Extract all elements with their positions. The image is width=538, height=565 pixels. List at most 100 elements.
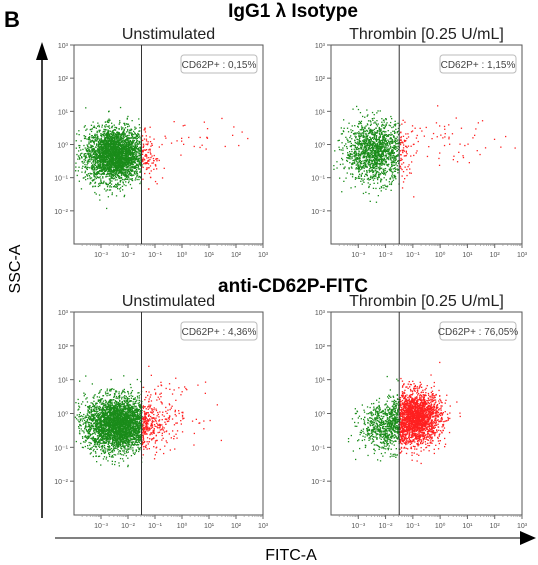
data-point	[108, 154, 110, 157]
data-point	[386, 164, 388, 166]
data-point	[137, 163, 139, 166]
data-point	[93, 164, 96, 166]
data-point	[426, 155, 429, 158]
data-point	[109, 162, 111, 164]
data-point	[365, 156, 368, 158]
data-point	[104, 140, 106, 142]
data-point	[388, 152, 390, 154]
data-point	[404, 155, 407, 157]
data-point	[88, 159, 90, 161]
data-point	[459, 143, 461, 145]
data-point	[455, 117, 457, 119]
data-point	[355, 132, 357, 134]
data-point	[130, 162, 132, 164]
data-point	[102, 164, 104, 166]
data-point	[91, 148, 93, 150]
data-point	[94, 172, 96, 174]
data-point	[138, 160, 140, 162]
data-point	[395, 159, 397, 161]
data-point	[361, 144, 363, 146]
data-point	[101, 140, 104, 142]
data-point	[150, 170, 152, 172]
data-point	[368, 169, 370, 171]
data-point	[122, 158, 125, 160]
data-point	[136, 176, 138, 178]
data-point	[347, 153, 349, 156]
data-point	[119, 181, 121, 183]
data-point	[369, 200, 371, 202]
data-point	[136, 151, 138, 154]
data-point	[127, 149, 130, 151]
data-point	[113, 141, 115, 143]
data-point	[103, 163, 105, 165]
data-point	[126, 172, 128, 174]
data-point	[383, 142, 385, 145]
data-point	[109, 134, 111, 136]
data-point	[93, 176, 96, 178]
data-point	[383, 134, 385, 136]
data-point	[370, 138, 372, 140]
data-point	[369, 161, 371, 164]
data-point	[116, 164, 118, 166]
data-point	[337, 140, 339, 142]
data-point	[361, 127, 363, 129]
data-point	[83, 126, 85, 128]
data-point	[391, 155, 393, 157]
data-point	[368, 156, 371, 158]
data-point	[107, 162, 109, 164]
data-point	[156, 183, 158, 185]
data-point	[135, 146, 138, 148]
data-point	[90, 167, 93, 170]
data-point	[112, 177, 114, 179]
data-point	[111, 142, 113, 145]
data-point	[379, 133, 381, 135]
data-point	[99, 148, 101, 150]
data-point	[348, 156, 350, 158]
data-point	[121, 144, 123, 146]
data-point	[130, 142, 132, 144]
data-point	[114, 142, 116, 144]
data-point	[373, 143, 375, 145]
data-point	[102, 160, 104, 162]
data-point	[127, 130, 129, 132]
data-point	[372, 177, 374, 179]
data-point	[113, 146, 115, 148]
data-point	[115, 141, 117, 143]
gate-label-box	[180, 54, 258, 74]
data-point	[83, 161, 86, 163]
data-point	[350, 166, 353, 168]
data-point	[385, 188, 387, 190]
data-point	[374, 166, 377, 168]
data-point	[366, 123, 369, 125]
data-point	[82, 162, 84, 164]
data-point	[85, 107, 87, 109]
data-point	[118, 141, 120, 144]
data-point	[390, 165, 393, 168]
panel-letter: B	[4, 7, 20, 32]
data-point	[371, 156, 373, 158]
data-point	[126, 123, 128, 125]
data-point	[119, 169, 121, 172]
data-point	[367, 152, 369, 154]
data-point	[366, 154, 369, 156]
data-point	[385, 134, 388, 136]
data-point	[107, 157, 109, 159]
data-point	[406, 137, 408, 140]
data-point	[135, 136, 137, 138]
data-point	[363, 135, 365, 138]
data-point	[119, 151, 122, 153]
data-point	[127, 141, 129, 143]
data-point	[113, 150, 115, 153]
data-point	[133, 140, 136, 142]
data-point	[105, 134, 107, 136]
data-point	[134, 153, 136, 155]
data-point	[132, 139, 134, 141]
data-point	[101, 160, 103, 162]
gate-label-box	[439, 54, 517, 74]
data-point	[343, 127, 345, 129]
data-point	[125, 154, 127, 157]
data-point	[94, 136, 96, 138]
data-point	[369, 124, 372, 126]
data-point	[362, 160, 364, 162]
data-point	[409, 172, 411, 174]
